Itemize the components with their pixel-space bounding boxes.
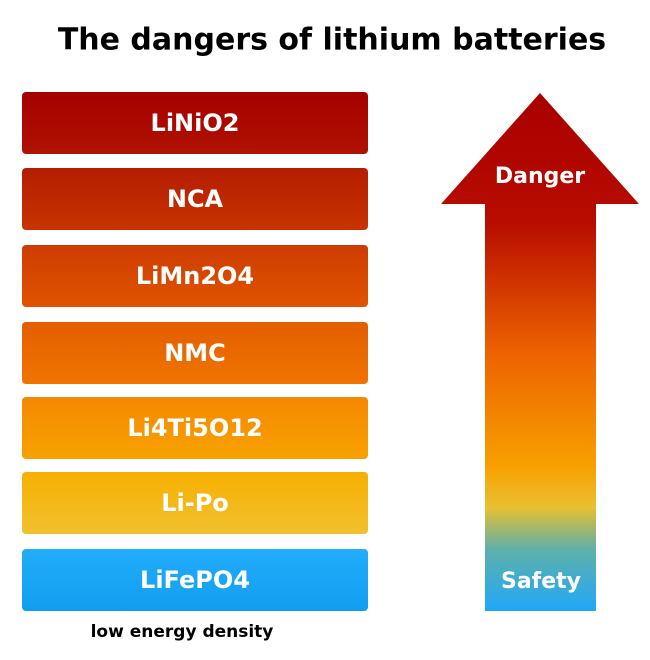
battery-label: NMC: [164, 339, 226, 367]
battery-box: [22, 472, 368, 534]
battery-label: Li4Ti5O12: [127, 414, 262, 442]
battery-box: [22, 245, 368, 307]
arrow-bottom-label: Safety: [501, 569, 581, 594]
arrow-top-label: Danger: [495, 164, 585, 189]
battery-label: LiNiO2: [151, 109, 240, 137]
battery-box: [22, 92, 368, 154]
danger-arrow: [441, 93, 639, 611]
battery-box: [22, 397, 368, 459]
footnote: low energy density: [91, 622, 274, 642]
battery-box: [22, 168, 368, 230]
battery-box: [22, 549, 368, 611]
battery-label: NCA: [167, 185, 224, 213]
battery-label: LiMn2O4: [136, 262, 254, 290]
battery-label: LiFePO4: [140, 566, 250, 594]
battery-box: [22, 322, 368, 384]
battery-label: Li-Po: [161, 489, 229, 517]
battery-list: LiNiO2 NCA LiMn2O4 NMC Li4Ti5O12 Li-Po LiFePO4: [22, 92, 368, 611]
title: The dangers of lithium batteries: [58, 23, 606, 58]
